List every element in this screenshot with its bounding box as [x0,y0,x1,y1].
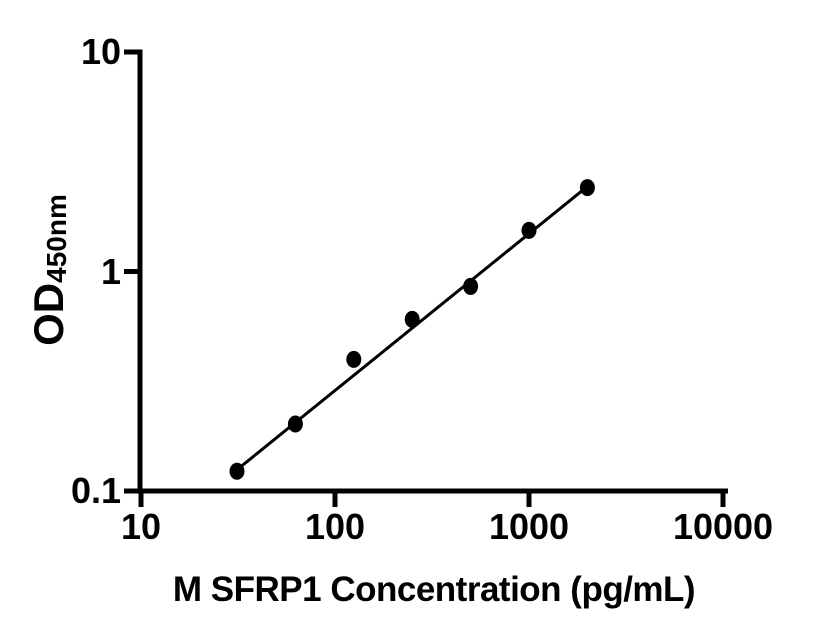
y-axis-title-subscript: 450nm [41,194,72,283]
data-point [521,221,537,239]
y-axis-title-main: OD [25,282,72,346]
data-point [579,179,595,197]
data-point [229,462,245,480]
y-tick-label: 0.1 [70,470,121,511]
x-tick-label: 10000 [672,506,774,547]
data-point [463,277,479,295]
y-tick-label: 1 [100,250,121,292]
x-axis-title: M SFRP1 Concentration (pg/mL) [172,570,696,609]
x-tick-label: 100 [304,506,366,547]
data-point [404,310,420,328]
x-tick-label: 1000 [488,506,570,547]
data-point [287,415,303,433]
x-tick-label: 10 [120,506,162,547]
y-axis-title: OD 450nm [25,194,73,346]
data-point [346,350,362,368]
y-tick-label: 10 [80,31,121,72]
